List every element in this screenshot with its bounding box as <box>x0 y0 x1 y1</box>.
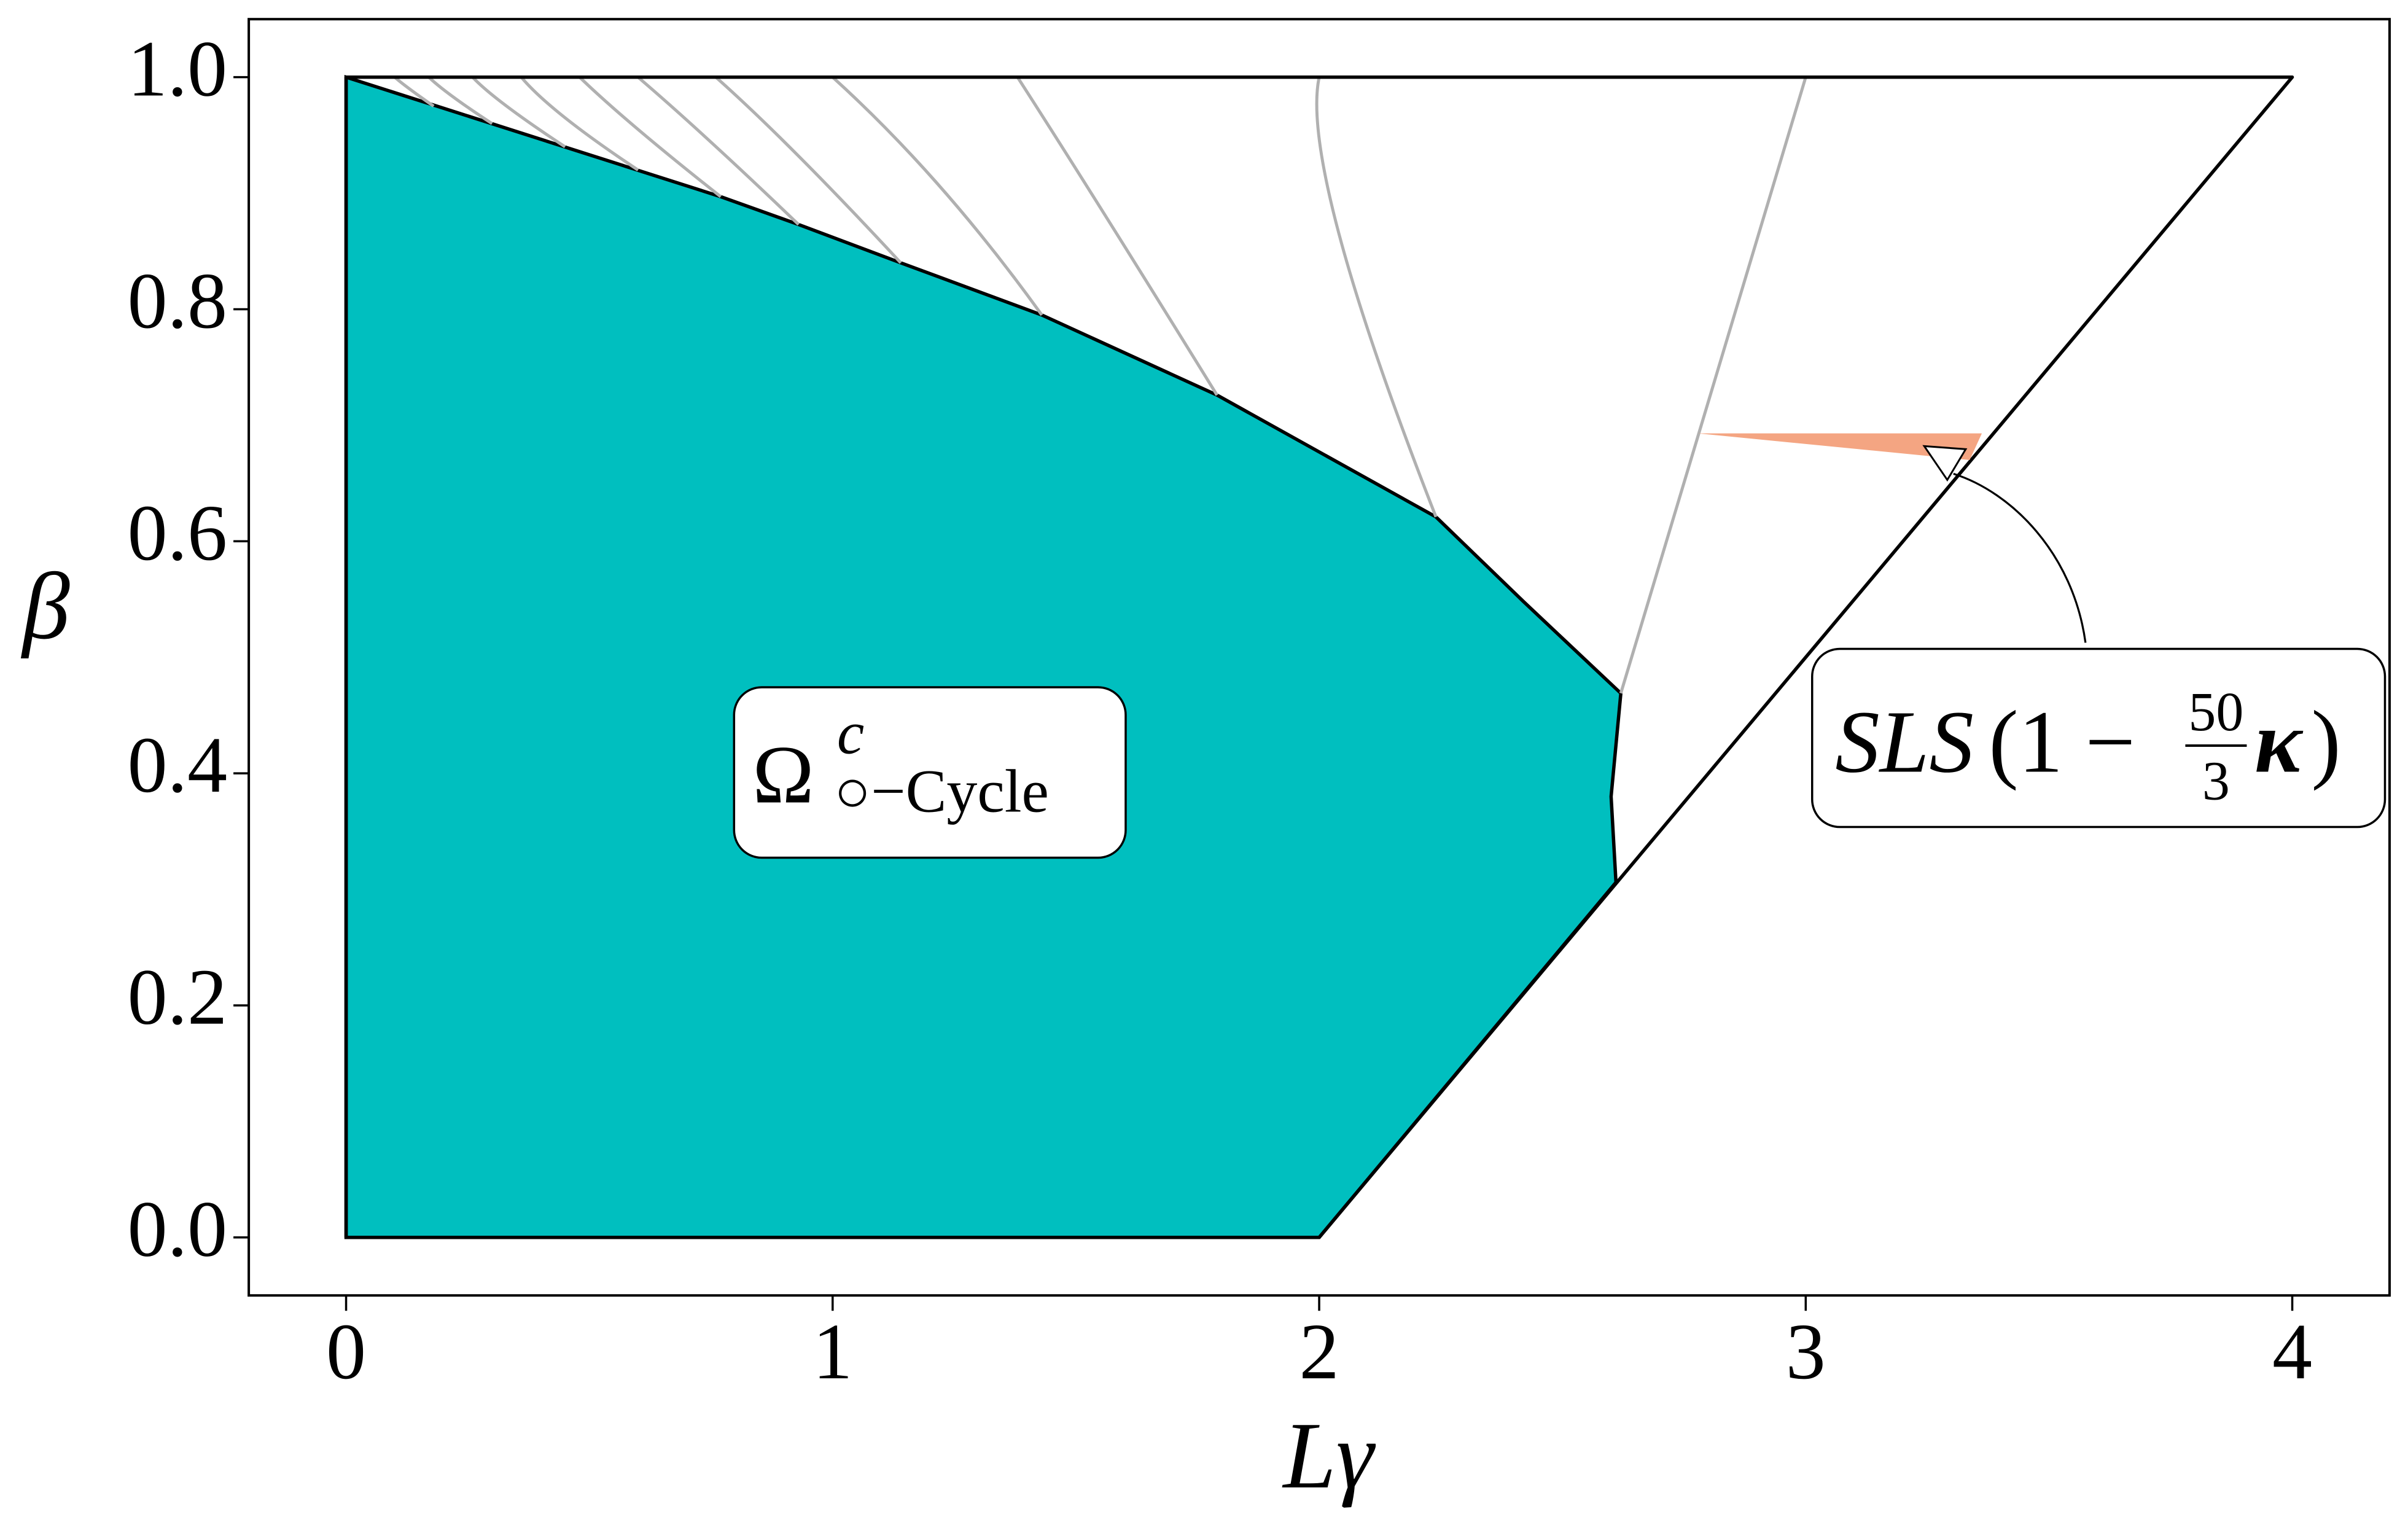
annotation-num: 50 <box>2188 682 2243 743</box>
annotation-den: 3 <box>2202 751 2230 812</box>
x-tick-label: 3 <box>1786 1308 1826 1396</box>
x-tick-label: 0 <box>326 1308 366 1396</box>
annotation-sls: SLS (1 − 50 3 κ ) <box>1811 445 2387 829</box>
annotation-text: Ω <box>752 730 814 821</box>
wedge <box>1697 433 1982 461</box>
annotation-sub: ○−Cycle <box>834 757 1049 825</box>
curve <box>394 76 435 107</box>
x-tick-label: 4 <box>2272 1308 2312 1396</box>
y-axis-label: β <box>20 553 69 659</box>
y-tick-label: 0.6 <box>128 489 228 577</box>
curve <box>1315 77 1438 518</box>
marks <box>344 74 2294 1239</box>
plot-frame <box>247 18 2391 1297</box>
y-tick-label: 0.4 <box>128 721 228 809</box>
curve <box>427 76 493 125</box>
curve <box>579 76 722 198</box>
y-tick-label: 0.2 <box>128 953 228 1042</box>
y-tick-label: 1.0 <box>128 25 228 113</box>
annotation-text: SLS <box>1835 693 1974 792</box>
annotation-box <box>1811 647 2387 829</box>
curve <box>1016 76 1218 396</box>
annotation-text: ) <box>2311 693 2340 792</box>
annotation-box <box>733 686 1127 859</box>
annotation-omega: Ω c ○−Cycle <box>733 686 1127 859</box>
x-axis-label: Lγ <box>1282 1403 1376 1508</box>
annotation-sup: c <box>837 698 864 766</box>
region <box>344 74 1623 1239</box>
annotation-arrow <box>1953 472 2087 643</box>
curve <box>832 76 1043 316</box>
y-tick-label: 0.8 <box>128 257 228 345</box>
curve <box>714 76 902 264</box>
y-tick-label: 0.0 <box>128 1185 228 1274</box>
annotation-text: κ <box>2254 693 2304 792</box>
annotation-text: (1 − <box>1989 693 2157 792</box>
curve <box>520 76 639 171</box>
boundary <box>344 75 2294 1239</box>
curve <box>637 76 800 226</box>
arrow-head <box>1922 445 1968 482</box>
x-tick-label: 2 <box>1299 1308 1339 1396</box>
curve <box>1619 76 1807 694</box>
curve <box>471 76 566 149</box>
x-tick-label: 1 <box>812 1308 852 1396</box>
